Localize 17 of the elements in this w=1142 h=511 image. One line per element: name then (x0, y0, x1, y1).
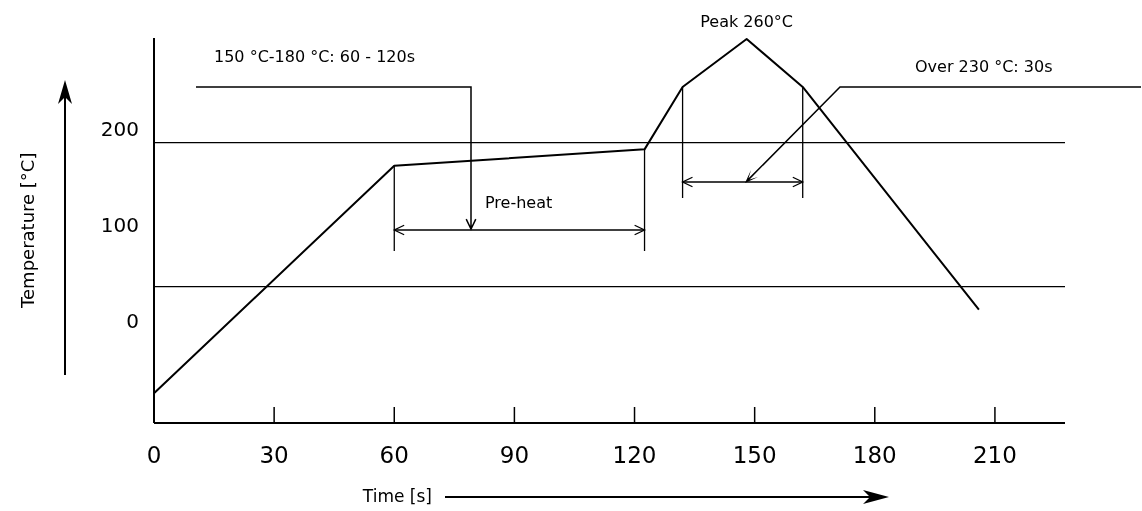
y-tick-label: 200 (100, 117, 139, 142)
x-tick-label: 150 (732, 442, 777, 468)
x-tick-label: 120 (612, 442, 657, 468)
annotation: Over 230 °C: 30s (915, 57, 1053, 76)
x-tick-label: 0 (146, 442, 162, 468)
y-axis-title: Temperature [°C] (17, 152, 38, 309)
x-tick-label: 210 (972, 442, 1017, 468)
x-tick-label: 180 (852, 442, 897, 468)
y-tick-label: 100 (100, 213, 139, 238)
x-axis-title: Time [s] (361, 486, 432, 506)
annotation: Pre-heat (485, 193, 553, 212)
x-tick-label: 90 (499, 442, 530, 468)
x-tick-label: 30 (259, 442, 289, 468)
y-tick-label: 0 (126, 309, 139, 334)
annotation: Peak 260°C (700, 11, 794, 31)
x-tick-label: 60 (379, 442, 409, 468)
annotation: 150 °C-180 °C: 60 - 120s (214, 47, 416, 66)
